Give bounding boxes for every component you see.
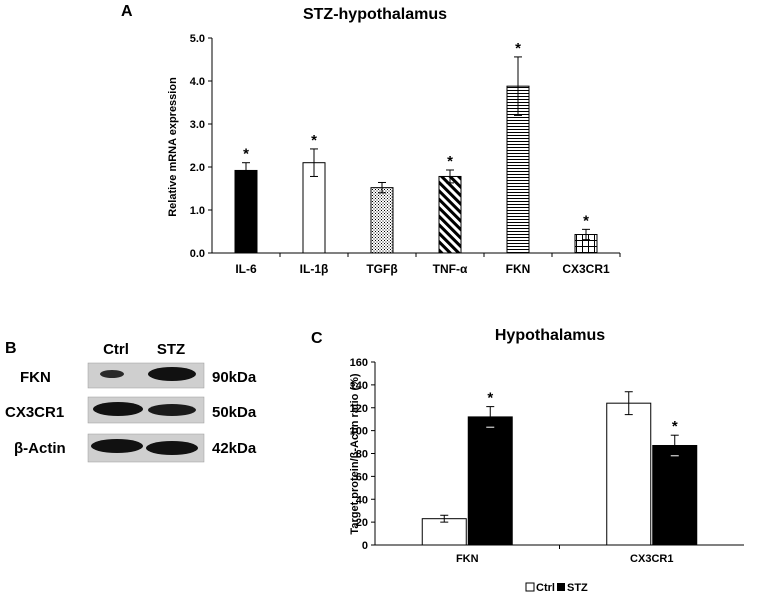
legend-label-ctrl: Ctrl bbox=[536, 582, 555, 594]
chart-a-x-tick-label: FKN bbox=[506, 262, 531, 276]
chart-a-significance: * bbox=[447, 153, 453, 170]
chart-c-y-tick-label: 100 bbox=[350, 426, 368, 438]
blot-band-fkn-ctrl bbox=[100, 370, 124, 378]
blot-row-actin-label: β-Actin bbox=[14, 440, 66, 457]
chart-c-bar-stz-1 bbox=[652, 444, 698, 546]
panel-b-western-blot: B Ctrl STZ FKN 90kDa CX3CR1 50kDa β-Acti… bbox=[5, 340, 257, 463]
chart-a-bar-0 bbox=[234, 169, 258, 254]
panel-c-letter: C bbox=[311, 330, 323, 347]
blot-lane-stz: STZ bbox=[157, 341, 185, 358]
chart-a-significance: * bbox=[311, 132, 317, 149]
chart-c-y-tick-label: 140 bbox=[350, 380, 368, 392]
blot-row-fkn-size: 90kDa bbox=[212, 369, 257, 386]
chart-c-bar-ctrl-0 bbox=[421, 518, 467, 546]
chart-c-y-tick-label: 20 bbox=[356, 517, 368, 529]
chart-a-y-tick-label: 5.0 bbox=[190, 33, 205, 45]
blot-row-cx3cr1-size: 50kDa bbox=[212, 404, 257, 421]
chart-c-x-tick-label: FKN bbox=[456, 553, 479, 565]
legend-swatch-ctrl bbox=[525, 582, 535, 592]
chart-a-y-tick-label: 0.0 bbox=[190, 248, 205, 260]
chart-a-x-tick-label: IL-6 bbox=[235, 262, 257, 276]
chart-a-significance: * bbox=[583, 212, 589, 229]
chart-c-y-ticks: 0 20 40 60 80 100 120 140 160 bbox=[350, 357, 375, 552]
blot-band-actin-stz bbox=[146, 441, 198, 455]
chart-a-y-axis-label: Relative mRNA expression bbox=[167, 77, 179, 217]
blot-row-cx3cr1-label: CX3CR1 bbox=[5, 404, 64, 421]
chart-c-legend: Ctrl STZ bbox=[525, 582, 588, 594]
chart-c-y-tick-label: 160 bbox=[350, 357, 368, 369]
chart-c-y-tick-label: 0 bbox=[362, 540, 368, 552]
chart-a-y-ticks: 0.0 1.0 2.0 3.0 4.0 5.0 bbox=[190, 33, 212, 260]
chart-c-y-tick-label: 40 bbox=[356, 494, 368, 506]
legend-swatch-stz bbox=[557, 583, 565, 591]
blot-band-actin-ctrl bbox=[91, 439, 143, 453]
chart-a-y-tick-label: 2.0 bbox=[190, 162, 205, 174]
chart-a-y-tick-label: 4.0 bbox=[190, 76, 205, 88]
panel-c: C Hypothalamus Target protein/β-Actin ra… bbox=[311, 327, 744, 594]
blot-lane-ctrl: Ctrl bbox=[103, 341, 129, 358]
chart-c-y-tick-label: 120 bbox=[350, 403, 368, 415]
chart-c-significance: * bbox=[487, 390, 493, 407]
chart-a-x-ticks: IL-6 IL-1β TGFβ TNF-α FKN CX3CR1 bbox=[235, 253, 621, 276]
chart-a-y-tick-label: 1.0 bbox=[190, 205, 205, 217]
chart-a-x-tick-label: TGFβ bbox=[366, 262, 397, 276]
blot-band-fkn-stz bbox=[148, 367, 196, 381]
chart-a-significance: * bbox=[515, 40, 521, 57]
chart-a-bars: * * * * * bbox=[234, 40, 598, 254]
chart-a-bar-2 bbox=[370, 187, 394, 254]
blot-row-actin-size: 42kDa bbox=[212, 440, 257, 457]
chart-a-significance: * bbox=[243, 146, 249, 163]
chart-c-title: Hypothalamus bbox=[495, 327, 605, 344]
panel-b-letter: B bbox=[5, 340, 17, 357]
chart-c-bar-stz-0 bbox=[467, 416, 513, 546]
chart-a-y-tick-label: 3.0 bbox=[190, 119, 205, 131]
chart-c-x-ticks: FKN CX3CR1 bbox=[456, 545, 673, 565]
blot-band-cx3cr1-stz bbox=[148, 404, 196, 416]
blot-row-fkn-label: FKN bbox=[20, 369, 51, 386]
chart-c-significance: * bbox=[672, 418, 678, 435]
chart-a-title: STZ-hypothalamus bbox=[303, 6, 447, 23]
chart-a-bar-3 bbox=[438, 175, 462, 254]
chart-c-bar-ctrl-1 bbox=[606, 402, 652, 546]
chart-a-x-tick-label: TNF-α bbox=[433, 262, 468, 276]
chart-c-bars: ** bbox=[421, 390, 698, 546]
blot-band-cx3cr1-ctrl bbox=[93, 402, 143, 416]
panel-a-letter: A bbox=[121, 3, 133, 20]
panel-a: A STZ-hypothalamus Relative mRNA express… bbox=[121, 3, 621, 276]
chart-c-y-axis-label: Target protein/β-Actin ratio (%) bbox=[349, 373, 361, 534]
chart-c-y-tick-label: 60 bbox=[356, 471, 368, 483]
chart-c-x-tick-label: CX3CR1 bbox=[630, 553, 673, 565]
chart-a-x-tick-label: CX3CR1 bbox=[562, 262, 610, 276]
legend-label-stz: STZ bbox=[567, 582, 588, 594]
chart-a-x-tick-label: IL-1β bbox=[300, 262, 329, 276]
chart-c-y-tick-label: 80 bbox=[356, 449, 368, 461]
